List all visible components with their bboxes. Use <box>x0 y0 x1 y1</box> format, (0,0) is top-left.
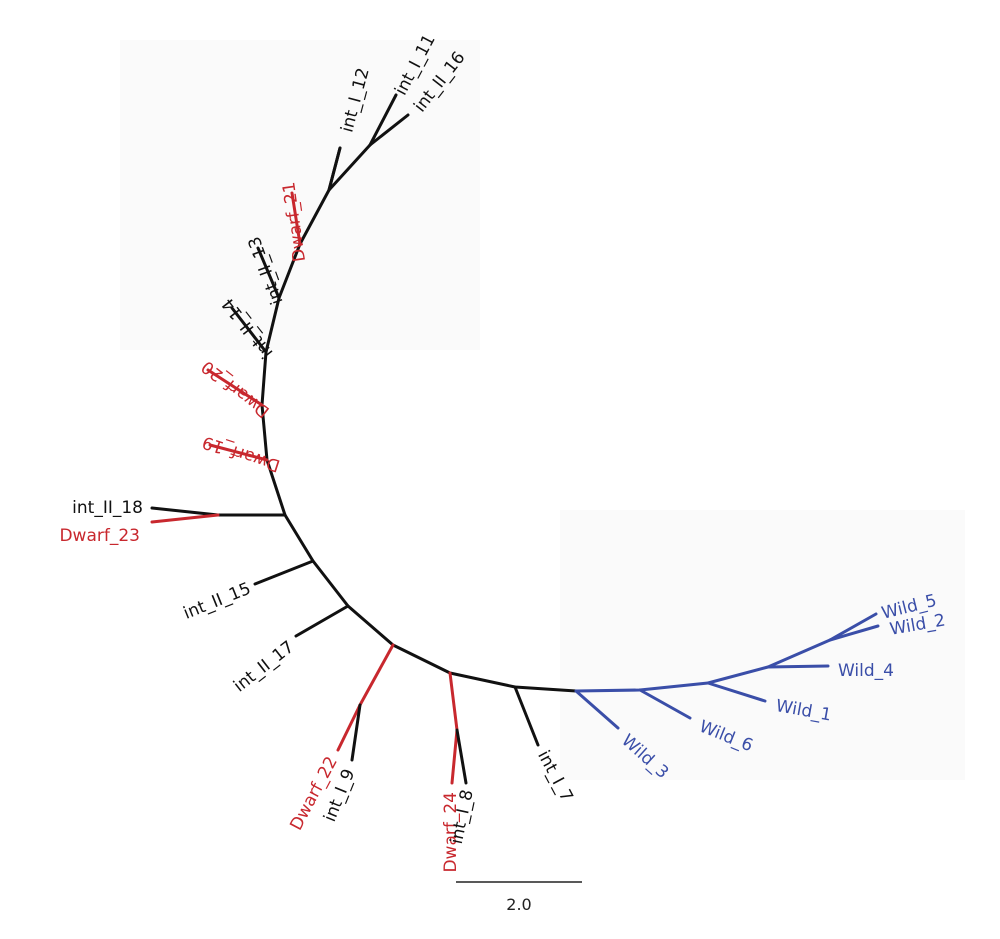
branch-int-ii-14 <box>230 306 268 354</box>
branch-dwarf-21 <box>290 191 302 246</box>
leaf-label-wild-4: Wild_4 <box>838 661 894 681</box>
background-block <box>560 510 965 780</box>
scale-bar: 2.0 <box>456 881 582 914</box>
branch-wild-6 <box>638 688 692 720</box>
branch-dwarf-22 <box>336 703 362 752</box>
branch-dwarf-24 <box>450 728 459 785</box>
background-block <box>120 40 480 350</box>
leaf-label-int-ii-15: int_II_15 <box>181 579 254 624</box>
branch-int-ii-17 <box>294 604 350 638</box>
leaf-label-dwarf-23: Dwarf_23 <box>59 526 140 546</box>
branch-int-ii-13 <box>256 246 281 300</box>
leaf-label-int-ii-18: int_II_18 <box>72 498 143 518</box>
leaf-label-dwarf-24: Dwarf_24 <box>441 792 461 873</box>
branch-wild-3 <box>574 689 620 730</box>
branch-dwarf-19 <box>208 443 269 462</box>
leaf-label-int-ii-17: int_II_17 <box>230 637 298 696</box>
branch-int-ii-18 <box>150 506 220 517</box>
branch-wild-1 <box>706 681 767 703</box>
tree-edges <box>150 93 880 785</box>
backbone-branch <box>260 146 578 693</box>
branch-int-ii-16 <box>368 113 410 147</box>
branch-int-i-11 <box>327 143 372 192</box>
branch-wild-5 <box>828 612 878 642</box>
scale-bar-label: 2.0 <box>506 895 531 914</box>
branch-dwarf-24 <box>448 671 459 732</box>
branch-int-i-9 <box>350 703 362 762</box>
branch-wild-4 <box>766 664 830 669</box>
branch-dwarf-20 <box>206 368 264 407</box>
branch-int-i-11 <box>368 93 398 147</box>
branch-dwarf-23 <box>150 513 220 524</box>
branch-int-i-7 <box>513 685 540 747</box>
branch-int-i-8 <box>455 728 468 785</box>
branch-dwarf-22 <box>358 643 395 707</box>
branch-wild-2 <box>828 624 880 642</box>
branch-int-ii-15 <box>253 559 315 586</box>
branch-int-i-12 <box>327 146 342 192</box>
leaf-label-dwarf-19: Dwarf_19 <box>200 431 283 475</box>
